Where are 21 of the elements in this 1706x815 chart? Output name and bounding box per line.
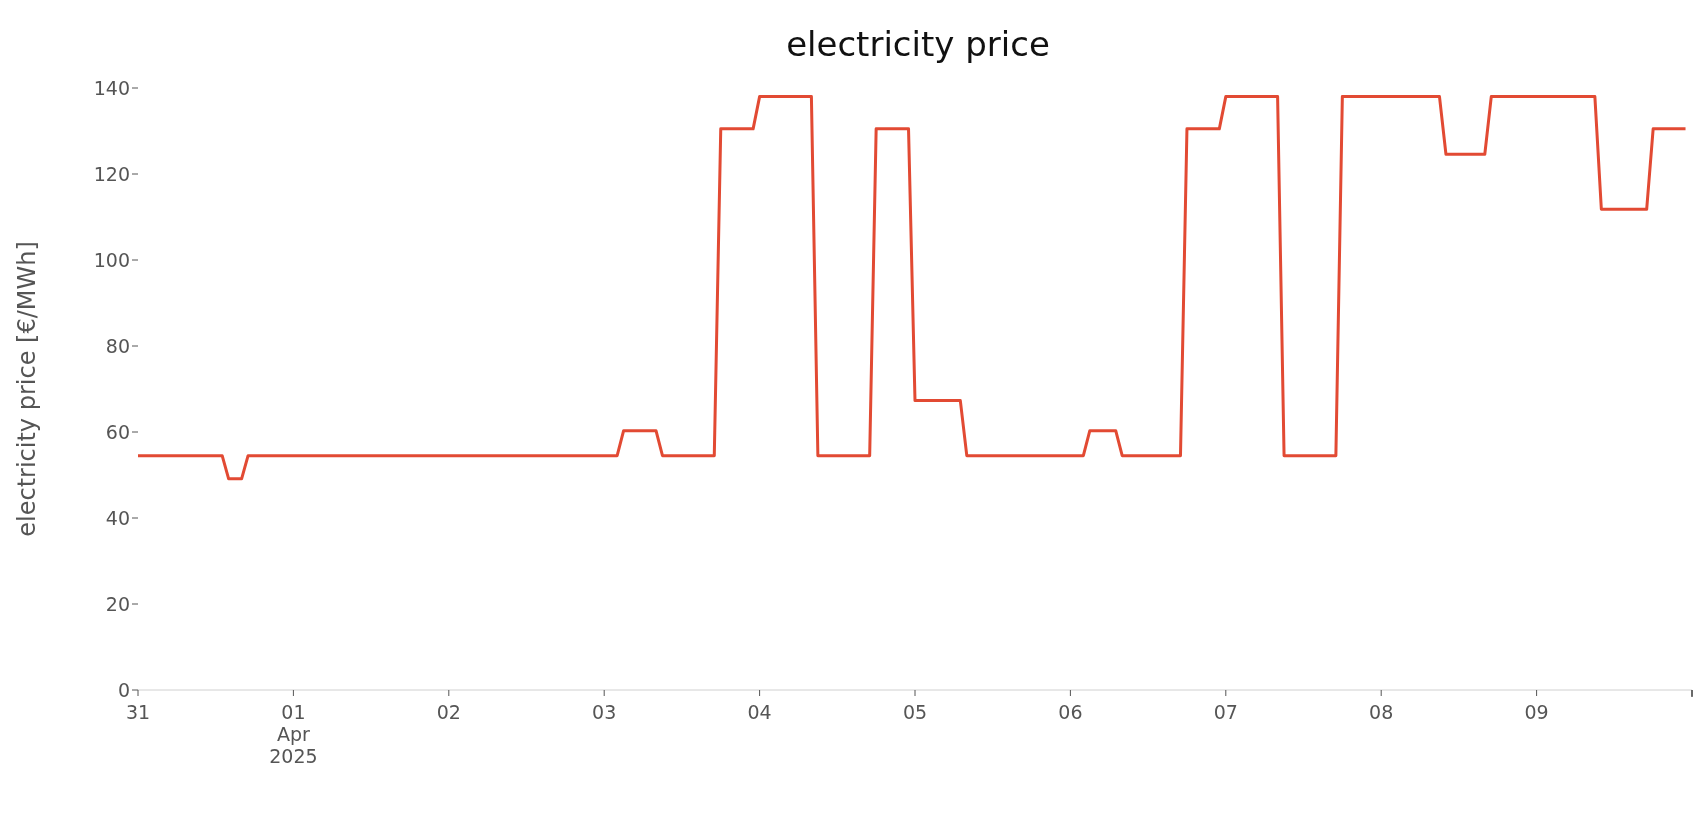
y-axis-title: electricity price [€/MWh] [12, 241, 41, 537]
x-tick-label: 04 [747, 701, 772, 724]
x-tick-label: 01 Apr 2025 [269, 701, 318, 767]
x-tick-label: 05 [902, 701, 928, 724]
line-series [138, 95, 1688, 481]
x-tick-label: 08 [1369, 701, 1394, 724]
x-tick-label: 02 [436, 701, 461, 724]
x-tick-label: 09 [1524, 701, 1549, 724]
chart-title: electricity price [785, 24, 1051, 64]
y-tick-label: 60 [105, 420, 130, 443]
y-tick-label: 20 [105, 592, 130, 615]
y-tick-label: 0 [117, 678, 130, 701]
x-tick-label: 03 [592, 701, 617, 724]
x-tick-label: 31 [125, 701, 151, 724]
y-tick-label: 80 [105, 334, 130, 357]
x-tick-label: 06 [1058, 701, 1083, 724]
x-tick-label: 07 [1213, 701, 1238, 724]
y-tick-label: 40 [105, 506, 130, 529]
y-tick-label: 100 [93, 248, 130, 271]
y-tick-label: 120 [93, 162, 130, 185]
y-tick-label: 140 [93, 76, 130, 99]
